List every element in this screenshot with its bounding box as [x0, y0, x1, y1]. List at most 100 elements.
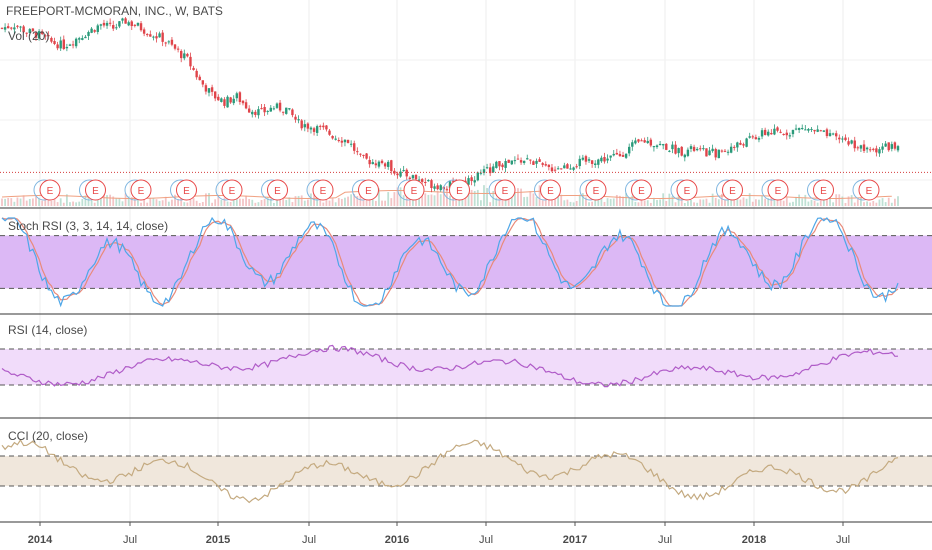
- volume-bar: [53, 193, 56, 206]
- candle-body: [288, 108, 291, 110]
- volume-bar: [254, 202, 257, 206]
- earnings-marker[interactable]: E: [534, 179, 561, 201]
- earnings-marker[interactable]: E: [579, 179, 607, 201]
- volume-bar: [47, 196, 50, 206]
- earnings-marker[interactable]: E: [488, 179, 516, 201]
- volume-bar: [396, 187, 399, 206]
- earnings-marker[interactable]: E: [807, 179, 834, 201]
- candle-body: [711, 148, 714, 152]
- candle-body: [340, 140, 344, 143]
- earnings-marker[interactable]: E: [625, 179, 652, 201]
- candle-body: [597, 159, 600, 165]
- cci-pane[interactable]: CCI (20, close): [0, 429, 932, 504]
- candle-body: [192, 67, 195, 70]
- candle-body: [334, 138, 337, 140]
- volume-bar: [356, 195, 359, 206]
- volume-bar: [764, 198, 767, 206]
- candle-body: [353, 143, 356, 151]
- volume-bar: [588, 202, 590, 206]
- volume-bar: [730, 199, 733, 206]
- earnings-marker[interactable]: E: [716, 179, 743, 201]
- volume-bar: [424, 193, 427, 206]
- candle-body: [68, 44, 72, 46]
- candle-body: [535, 160, 538, 164]
- earnings-marker[interactable]: E: [352, 179, 379, 201]
- earnings-marker[interactable]: E: [761, 179, 789, 201]
- earnings-marker[interactable]: E: [261, 179, 288, 201]
- volume-bar: [245, 195, 247, 206]
- volume-bar: [773, 196, 776, 206]
- candle-body: [238, 92, 242, 102]
- volume-bar: [844, 202, 847, 206]
- earnings-marker[interactable]: E: [215, 179, 243, 201]
- volume-bar: [35, 196, 37, 206]
- candle-body: [343, 139, 347, 143]
- price-pane[interactable]: E E E E E E E E E E E E E E E E E E E FREEPORT-MCMORAN, IN…: [0, 4, 932, 206]
- volume-bar: [109, 194, 112, 206]
- earnings-marker[interactable]: E: [79, 179, 106, 201]
- candle-body: [692, 146, 696, 151]
- candle-body: [615, 152, 619, 155]
- candle-body: [25, 32, 28, 34]
- volume-bar: [866, 201, 869, 206]
- candle-body: [770, 132, 773, 135]
- volume-bar: [795, 196, 797, 206]
- stoch-rsi-k-line: [1, 216, 899, 308]
- earnings-marker[interactable]: E: [124, 179, 152, 201]
- volume-bar: [4, 198, 6, 206]
- candle-body: [374, 163, 378, 166]
- volume-bar: [470, 189, 473, 206]
- volume-bar: [619, 195, 621, 206]
- time-axis-label: Jul: [658, 534, 672, 546]
- candle-body: [878, 149, 881, 154]
- volume-bar: [269, 198, 272, 206]
- earnings-marker[interactable]: E: [170, 179, 197, 201]
- earnings-marker[interactable]: E: [670, 179, 698, 201]
- volume-bar: [894, 198, 896, 206]
- candle-body: [763, 129, 767, 135]
- candle-body: [102, 22, 106, 26]
- volume-bar: [93, 202, 96, 206]
- stoch-rsi-pane[interactable]: Stoch RSI (3, 3, 14, 14, close): [0, 216, 932, 308]
- volume-bar: [560, 194, 563, 206]
- volume-bar: [770, 197, 773, 206]
- volume-bar: [390, 198, 393, 206]
- volume-bar: [133, 198, 136, 206]
- volume-bar: [263, 198, 266, 206]
- time-axis-label: Jul: [123, 534, 137, 546]
- volume-bar: [78, 201, 81, 206]
- earnings-marker[interactable]: E: [852, 179, 880, 201]
- volume-bar: [223, 197, 226, 206]
- candle-body: [232, 98, 235, 104]
- candle-body: [541, 163, 544, 165]
- candle-body: [767, 131, 770, 136]
- volume-bar: [625, 193, 628, 206]
- candle-body: [362, 154, 365, 156]
- time-axis[interactable]: 2014 Jul 2015 Jul 2016 Jul 2017 Jul 2018 Jul: [28, 522, 850, 546]
- volume-bar: [251, 199, 254, 206]
- candle-body: [448, 181, 452, 188]
- candle-body: [272, 108, 276, 110]
- volume-bar: [754, 199, 757, 206]
- earnings-marker[interactable]: E: [306, 179, 334, 201]
- candle-body: [695, 148, 699, 151]
- volume-bar: [31, 198, 34, 206]
- volume-bar: [84, 195, 87, 206]
- volume-bar: [483, 185, 485, 206]
- volume-bar: [72, 201, 74, 206]
- earnings-marker[interactable]: E: [397, 179, 425, 201]
- time-axis-label: 2014: [28, 534, 53, 546]
- candle-body: [748, 136, 751, 138]
- volume-bar: [563, 200, 566, 206]
- volume-bar: [674, 202, 677, 206]
- candle-body: [59, 40, 62, 49]
- earnings-letter: E: [547, 186, 554, 197]
- candle-body: [628, 146, 631, 154]
- rsi-pane[interactable]: RSI (14, close): [0, 323, 932, 388]
- volume-bar: [180, 195, 183, 206]
- earnings-marker[interactable]: E: [443, 179, 470, 201]
- volume-bar: [785, 197, 788, 206]
- earnings-marker[interactable]: E: [33, 179, 61, 201]
- earnings-letter: E: [502, 186, 509, 197]
